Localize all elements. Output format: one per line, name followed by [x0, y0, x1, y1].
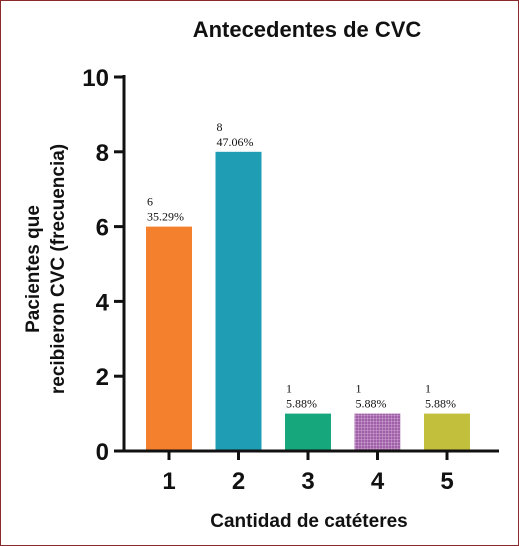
data-label-percent-4: 5.88% — [356, 397, 387, 411]
bar-3 — [285, 413, 331, 451]
x-tick-label-3: 3 — [301, 468, 314, 495]
x-axis: 1 2 3 4 5 — [122, 449, 499, 495]
data-label-count-1: 6 — [147, 195, 153, 209]
y-tick-label-0: 0 — [96, 439, 109, 466]
bars-group — [146, 151, 470, 452]
y-tick-label-10: 10 — [82, 65, 109, 92]
bar-5 — [424, 413, 470, 451]
y-axis-title-line-1: Pacientes que — [23, 205, 44, 333]
chart-title: Antecedentes de CVC — [193, 17, 422, 42]
x-tick-label-5: 5 — [440, 468, 453, 495]
data-labels: 635.29%847.06%15.88%15.88%15.88% — [147, 120, 456, 411]
y-tick-label-6: 6 — [96, 215, 109, 242]
data-label-percent-2: 47.06% — [217, 135, 254, 149]
y-axis-title: Pacientes que recibieron CVC (frecuencia… — [23, 144, 69, 394]
y-axis: 0 2 4 6 8 10 — [82, 65, 126, 466]
x-tick-label-4: 4 — [371, 468, 385, 495]
x-axis-title: Cantidad de catéteres — [210, 511, 407, 532]
data-label-percent-5: 5.88% — [425, 397, 456, 411]
y-tick-label-2: 2 — [96, 364, 109, 391]
data-label-count-3: 1 — [286, 382, 292, 396]
bar-1 — [146, 226, 192, 451]
x-tick-label-2: 2 — [232, 468, 245, 495]
bar-2 — [215, 151, 262, 452]
bar-4 — [354, 413, 401, 451]
data-label-count-4: 1 — [356, 382, 362, 396]
x-tick-label-1: 1 — [162, 468, 175, 495]
data-label-percent-3: 5.88% — [286, 397, 317, 411]
data-label-count-2: 8 — [217, 120, 223, 134]
y-tick-label-4: 4 — [96, 289, 110, 316]
y-axis-title-line-2: recibieron CVC (frecuencia) — [48, 144, 69, 394]
data-label-count-5: 1 — [425, 382, 431, 396]
data-label-percent-1: 35.29% — [147, 210, 184, 224]
y-tick-label-8: 8 — [96, 140, 109, 167]
